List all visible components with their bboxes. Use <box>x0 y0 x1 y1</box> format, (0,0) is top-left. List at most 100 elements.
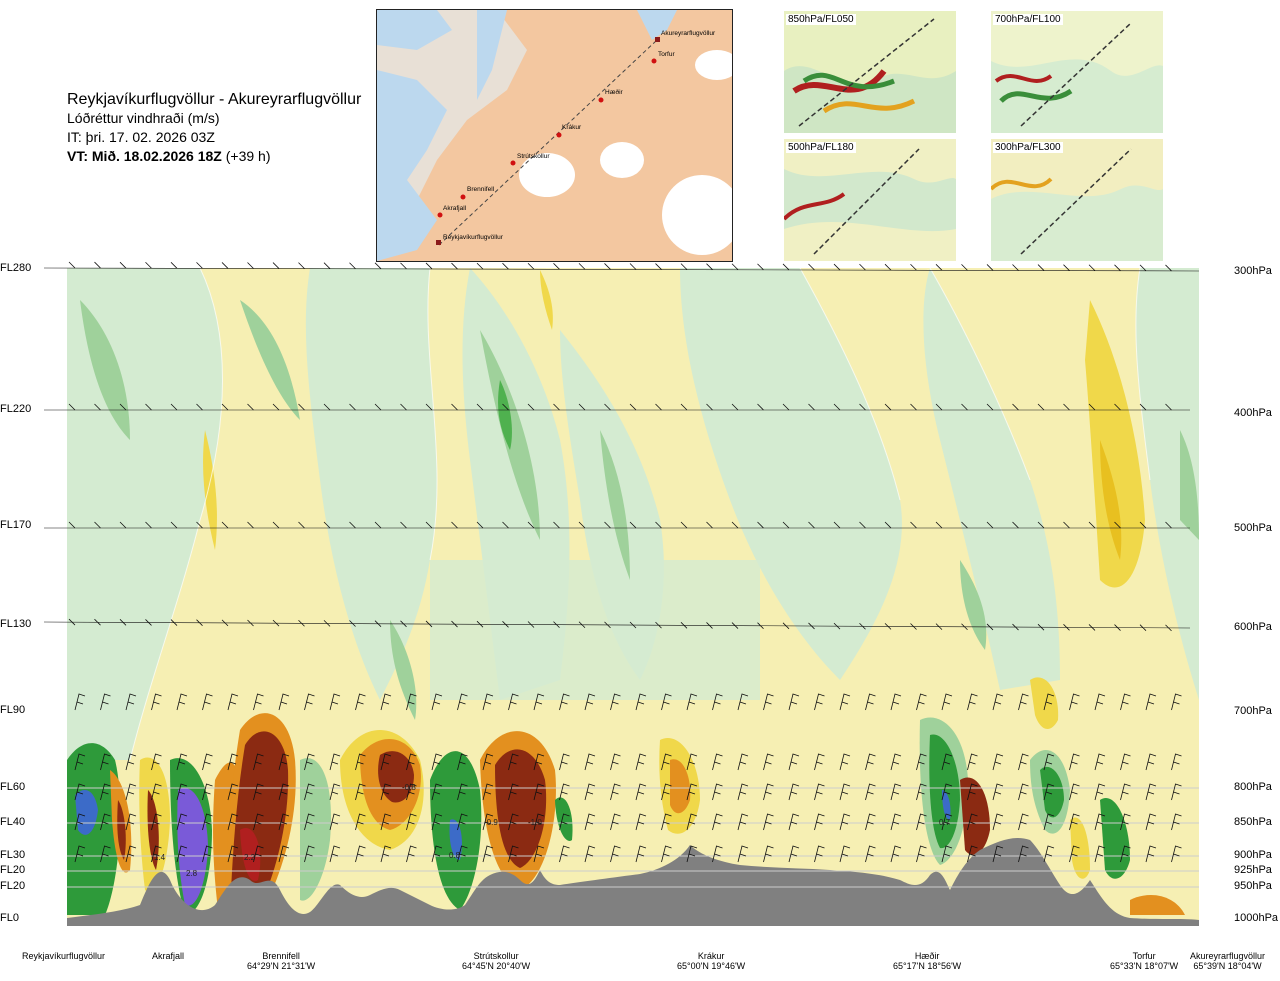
map-label: Brennifell <box>467 186 495 193</box>
wind-barb <box>935 403 943 411</box>
wind-barb <box>176 783 188 801</box>
wind-barb <box>145 261 152 269</box>
wind-barb <box>100 813 111 831</box>
waypoint-label: Krákur 65°00'N 19°46'W <box>677 951 745 971</box>
wind-barb <box>451 403 458 411</box>
thumbnail-850-svg <box>784 11 956 133</box>
wind-barb <box>1069 693 1080 711</box>
wind-barb <box>1145 845 1157 863</box>
wind-barb <box>527 262 535 270</box>
thumbnail-500[interactable]: 500hPa/FL180 <box>784 139 956 261</box>
value-label: 0.7 <box>939 818 951 827</box>
valid-offset: (+39 h) <box>225 148 271 164</box>
waypoint-coord: 65°17'N 18°56'W <box>893 961 962 971</box>
wind-barb <box>629 621 637 629</box>
wind-barb <box>935 264 943 271</box>
waypoint-name: Akrafjall <box>152 951 185 961</box>
wind-barb <box>278 753 290 771</box>
wind-barb <box>1088 521 1096 529</box>
wind-barb <box>808 622 815 630</box>
wind-barb <box>635 783 647 801</box>
wind-barb <box>655 521 662 529</box>
wind-barb <box>737 845 749 863</box>
wind-barb <box>890 845 902 863</box>
wind-barb <box>1139 403 1147 411</box>
wind-barb <box>374 403 382 411</box>
wind-barb <box>247 521 254 529</box>
wind-barb <box>610 783 621 801</box>
wind-barb <box>253 813 264 831</box>
wind-barb <box>992 753 1004 771</box>
wind-barb <box>814 813 825 831</box>
wind-barb <box>431 845 443 863</box>
wind-barb <box>323 620 331 627</box>
wind-barb <box>298 619 305 627</box>
wind-barb <box>247 619 254 627</box>
wind-barb <box>278 693 290 711</box>
wind-barb <box>986 521 994 529</box>
wind-barb <box>355 783 366 801</box>
wind-barb <box>151 845 162 863</box>
wind-barb <box>176 693 188 711</box>
wind-barb <box>457 753 468 771</box>
wind-barb <box>859 622 866 630</box>
wind-barb <box>1171 783 1182 801</box>
waypoint-marker <box>655 37 660 42</box>
wind-barb <box>916 813 927 831</box>
wind-barb <box>661 693 672 711</box>
wind-barb <box>527 403 535 411</box>
wind-barb <box>457 693 468 711</box>
wind-barb <box>74 693 86 711</box>
wind-barb <box>559 693 570 711</box>
wind-barb <box>119 261 127 269</box>
wind-barb <box>196 521 203 529</box>
value-label: -1.0 <box>528 818 542 827</box>
wind-barb <box>329 813 341 831</box>
thumbnail-label: 500hPa/FL180 <box>786 142 856 153</box>
thumbnail-label: 700hPa/FL100 <box>993 14 1063 25</box>
valid-time-bold: VT: Mið. 18.02.2026 18Z <box>67 148 222 164</box>
wind-barb <box>406 693 417 711</box>
wind-barb <box>1018 753 1029 771</box>
waypoint-marker <box>460 194 466 200</box>
contours <box>129 268 1151 761</box>
fl-label: FL170 <box>0 519 32 531</box>
waypoint-coord: 65°00'N 19°46'W <box>677 961 746 971</box>
map-label: Strútskollur <box>517 153 550 160</box>
wind-barb <box>1165 403 1172 411</box>
wind-barb <box>100 693 111 711</box>
thumbnail-300[interactable]: 300hPa/FL300 <box>991 139 1163 261</box>
waypoint-label: Akureyrarflugvöllur 65°39'N 18°04'W <box>1190 951 1265 971</box>
wind-barb <box>941 845 953 863</box>
wind-barb <box>100 783 111 801</box>
wind-barb <box>508 693 519 711</box>
wind-barb <box>1069 753 1080 771</box>
wind-barb <box>1012 521 1019 529</box>
wind-barb <box>406 783 417 801</box>
fl-label: FL90 <box>0 704 26 716</box>
wind-barb <box>329 783 341 801</box>
value-label: 0.8 <box>449 851 461 860</box>
wind-barb <box>782 521 790 529</box>
wind-barb <box>196 262 203 269</box>
map-label: Hæðir <box>605 88 624 96</box>
wind-barb <box>1063 403 1070 411</box>
wind-barb <box>916 783 927 801</box>
thumbnail-700[interactable]: 700hPa/FL100 <box>991 11 1163 133</box>
wind-barb <box>986 264 994 271</box>
wind-barb <box>782 622 790 630</box>
wind-barb <box>941 693 953 711</box>
wind-barb <box>1120 813 1131 831</box>
wind-barb <box>125 753 137 771</box>
wind-barb <box>961 521 968 529</box>
wind-barb <box>349 403 356 411</box>
wind-barb <box>1018 693 1029 711</box>
wind-barb <box>298 521 305 529</box>
thumbnail-850[interactable]: 850hPa/FL050 <box>784 11 956 133</box>
wind-barb <box>584 693 596 711</box>
wind-barb <box>1043 693 1055 711</box>
wind-barb <box>1094 753 1106 771</box>
wind-barb <box>731 403 739 411</box>
wind-barb <box>68 261 76 269</box>
wind-barb <box>553 521 560 529</box>
